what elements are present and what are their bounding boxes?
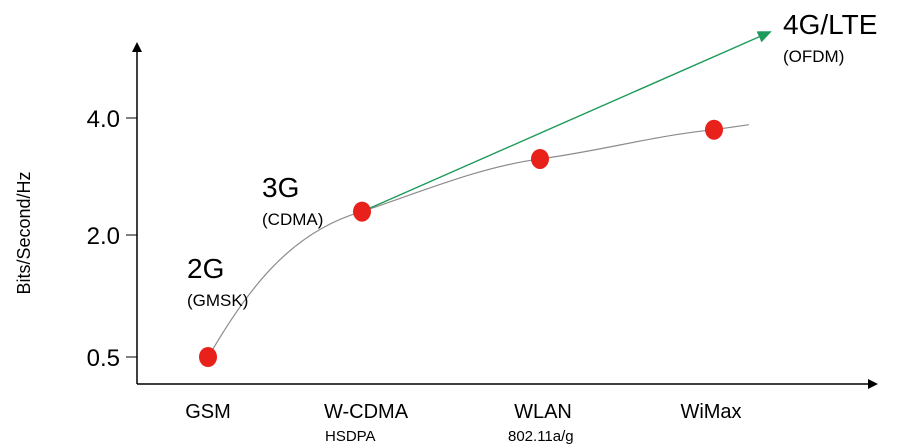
x-category-sublabel: 802.11a/g xyxy=(508,428,574,445)
annotation-2g-label: 2G xyxy=(187,253,224,284)
x-category-sublabel: HSDPA xyxy=(325,428,376,445)
x-category-label: W-CDMA xyxy=(324,401,409,423)
x-category-label: WiMax xyxy=(680,401,741,423)
annotation-4g-sublabel: (OFDM) xyxy=(783,47,844,66)
annotation-2g-sublabel: (GMSK) xyxy=(187,291,248,310)
trend-arrow-4g xyxy=(361,31,772,213)
data-point xyxy=(705,119,723,140)
fit-curve xyxy=(205,124,750,362)
y-tick-label: 4.0 xyxy=(87,106,120,133)
annotation-3g-sublabel: (CDMA) xyxy=(262,210,323,229)
data-points xyxy=(199,119,723,367)
x-category-label: WLAN xyxy=(514,401,572,423)
y-axis-label: Bits/Second/Hz xyxy=(14,171,34,294)
annotation-4g-label: 4G/LTE xyxy=(783,9,877,40)
annotation-3g-label: 3G xyxy=(262,172,299,203)
data-point xyxy=(199,347,217,367)
y-tick-label: 0.5 xyxy=(87,345,120,372)
data-point xyxy=(531,148,549,169)
data-point xyxy=(353,201,371,222)
y-tick-label: 2.0 xyxy=(87,223,120,250)
x-category-label: GSM xyxy=(185,401,231,423)
